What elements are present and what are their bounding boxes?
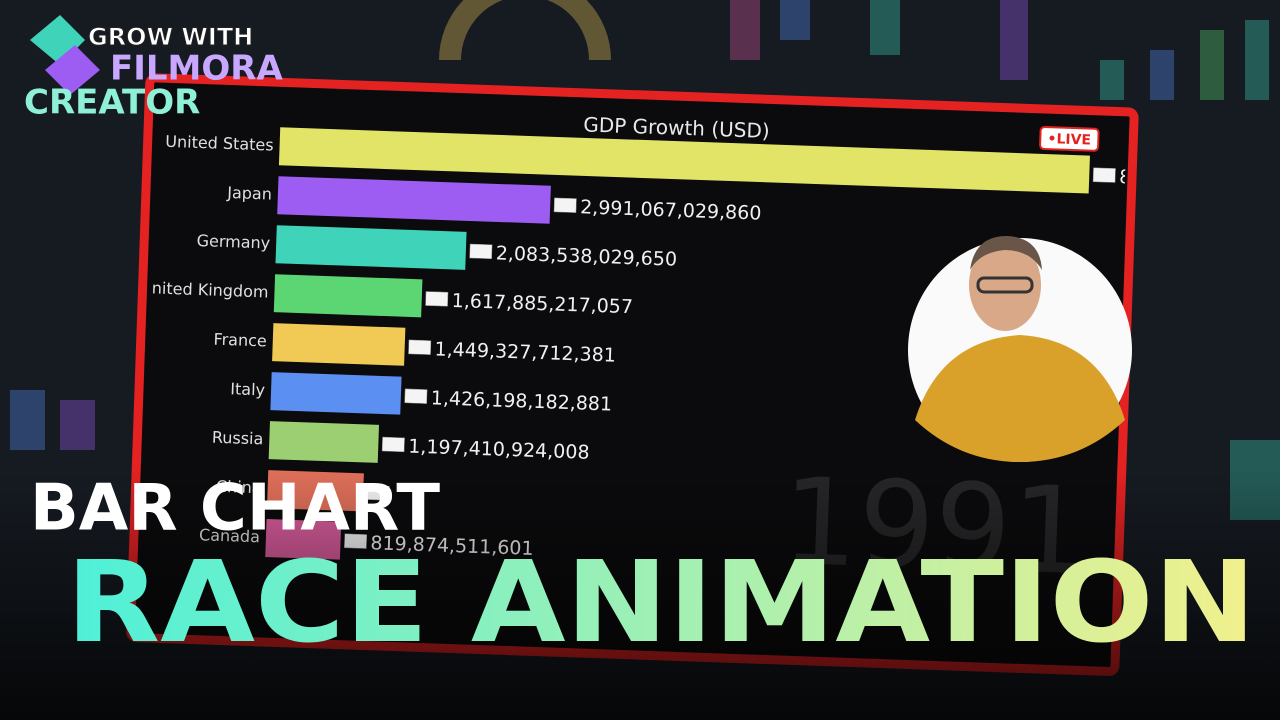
category-label: Italy	[230, 379, 265, 399]
logo-line: GROW WITH	[88, 23, 253, 51]
live-badge: •LIVE	[1047, 131, 1091, 149]
logo-line: FILMORA	[110, 49, 283, 89]
presenter-glasses	[976, 276, 1034, 294]
bar	[273, 274, 423, 318]
category-label: Japan	[226, 183, 272, 204]
bar	[268, 421, 380, 463]
bar	[270, 372, 402, 415]
flag	[553, 197, 577, 213]
flag	[425, 291, 449, 307]
bottom-shade	[0, 468, 1280, 720]
presenter	[908, 235, 1132, 462]
live-badge-bg	[1039, 125, 1100, 152]
bar	[277, 176, 551, 224]
category-label: United Kingdom	[140, 278, 269, 301]
logo-line: CREATOR	[24, 83, 200, 123]
bar	[278, 127, 1090, 194]
flag	[381, 436, 405, 453]
flag	[404, 388, 428, 404]
category-label: Russia	[212, 428, 264, 449]
headline: BAR CHART	[30, 472, 440, 546]
subheadline: RACE ANIMATION	[66, 538, 1256, 668]
presenter-head	[969, 239, 1041, 331]
flag	[469, 243, 493, 260]
presenter-hair	[970, 235, 1042, 270]
bar	[275, 225, 467, 270]
value-label: 8,892,477,646,207	[1119, 166, 1280, 194]
logo: GROW WITH FILMORA CREATOR	[24, 15, 283, 123]
bar	[272, 323, 406, 366]
flag	[408, 339, 432, 355]
category-label: United States	[165, 132, 274, 155]
presenter-shirt	[915, 335, 1125, 462]
category-label: Germany	[196, 231, 270, 253]
category-label: France	[213, 330, 267, 351]
flag	[1092, 167, 1116, 183]
